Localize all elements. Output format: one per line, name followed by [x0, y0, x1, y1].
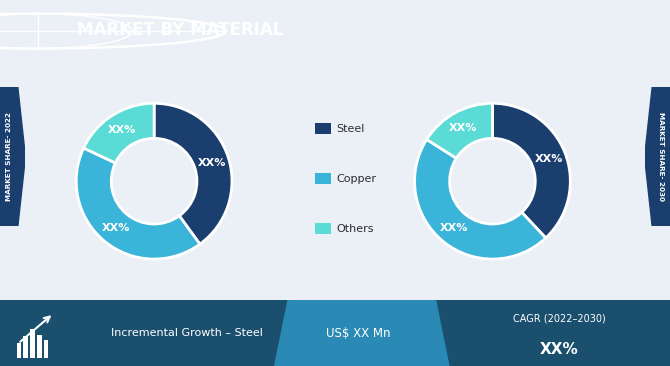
Text: MARKET BY MATERIAL: MARKET BY MATERIAL — [77, 21, 283, 39]
Text: CAGR (2022–2030): CAGR (2022–2030) — [513, 314, 606, 324]
Text: XX%: XX% — [197, 157, 226, 168]
Polygon shape — [0, 87, 25, 226]
Polygon shape — [0, 300, 295, 366]
Wedge shape — [427, 103, 492, 158]
Polygon shape — [645, 87, 670, 226]
Text: MARKET SHARE- 2030: MARKET SHARE- 2030 — [658, 112, 664, 201]
Wedge shape — [492, 103, 570, 238]
Text: XX%: XX% — [440, 223, 468, 233]
FancyBboxPatch shape — [315, 173, 332, 184]
Text: XX%: XX% — [535, 154, 563, 164]
FancyBboxPatch shape — [23, 336, 28, 358]
FancyBboxPatch shape — [315, 123, 332, 134]
Polygon shape — [432, 300, 670, 366]
Text: XX%: XX% — [101, 223, 130, 233]
FancyBboxPatch shape — [44, 340, 48, 358]
Wedge shape — [84, 103, 154, 163]
FancyBboxPatch shape — [37, 335, 42, 358]
Text: Others: Others — [336, 224, 373, 234]
Text: XX%: XX% — [449, 123, 478, 133]
Text: MARKET SHARE- 2022: MARKET SHARE- 2022 — [6, 112, 12, 201]
Polygon shape — [275, 300, 449, 366]
Text: US$ XX Mn: US$ XX Mn — [326, 326, 391, 340]
Wedge shape — [154, 103, 232, 244]
Text: XX%: XX% — [108, 125, 136, 135]
Wedge shape — [76, 148, 200, 259]
Text: Steel: Steel — [336, 124, 364, 134]
FancyBboxPatch shape — [17, 343, 21, 358]
Text: XX%: XX% — [540, 342, 579, 357]
Text: Incremental Growth – Steel: Incremental Growth – Steel — [111, 328, 263, 338]
Wedge shape — [415, 139, 546, 259]
FancyBboxPatch shape — [30, 329, 35, 358]
FancyBboxPatch shape — [315, 223, 332, 234]
Text: Copper: Copper — [336, 174, 376, 184]
